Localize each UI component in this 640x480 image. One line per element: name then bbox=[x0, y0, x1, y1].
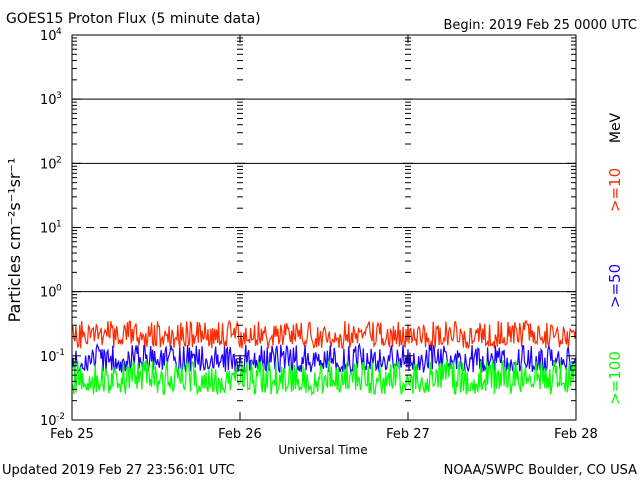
series-line-3 bbox=[71, 358, 577, 397]
series-line-1 bbox=[71, 319, 577, 350]
y-tick-label: 10 bbox=[40, 93, 57, 108]
credit: NOAA/SWPC Boulder, CO USA bbox=[444, 463, 637, 478]
y-tick-label-exponent: 4 bbox=[56, 27, 62, 37]
unit-label: MeV bbox=[608, 112, 624, 143]
chart-title: GOES15 Proton Flux (5 minute data) bbox=[6, 11, 261, 27]
legend-label-3: >=100 bbox=[606, 351, 624, 405]
x-tick-label: Feb 25 bbox=[50, 427, 94, 442]
y-tick-label-exponent: -1 bbox=[56, 348, 65, 358]
x-axis-label: Universal Time bbox=[278, 443, 367, 457]
x-tick-label: Feb 28 bbox=[554, 427, 598, 442]
y-tick-label: 10 bbox=[40, 350, 57, 365]
y-tick-label: 10 bbox=[40, 286, 57, 301]
y-tick-label: 10 bbox=[40, 157, 57, 172]
legend-label-1: >=10 bbox=[606, 168, 624, 212]
x-tick-label: Feb 26 bbox=[218, 427, 262, 442]
y-tick-label-exponent: 0 bbox=[56, 284, 62, 294]
y-axis-label: Particles cm⁻²s⁻¹sr⁻¹ bbox=[5, 158, 24, 323]
y-tick-label-exponent: 3 bbox=[56, 91, 62, 101]
updated-stamp: Updated 2019 Feb 27 23:56:01 UTC bbox=[2, 463, 235, 478]
y-tick-label: 10 bbox=[40, 414, 57, 429]
begin-time: Begin: 2019 Feb 25 0000 UTC bbox=[443, 18, 637, 33]
y-tick-label: 10 bbox=[40, 222, 57, 237]
y-tick-label-exponent: -2 bbox=[56, 412, 65, 422]
data-series-group bbox=[71, 319, 577, 397]
y-tick-label-exponent: 2 bbox=[56, 155, 62, 165]
legend-label-2: >=50 bbox=[606, 264, 624, 308]
x-tick-label: Feb 27 bbox=[386, 427, 430, 442]
series-line-2 bbox=[71, 342, 577, 374]
y-tick-label-exponent: 1 bbox=[56, 220, 62, 230]
y-tick-label: 10 bbox=[40, 29, 57, 44]
